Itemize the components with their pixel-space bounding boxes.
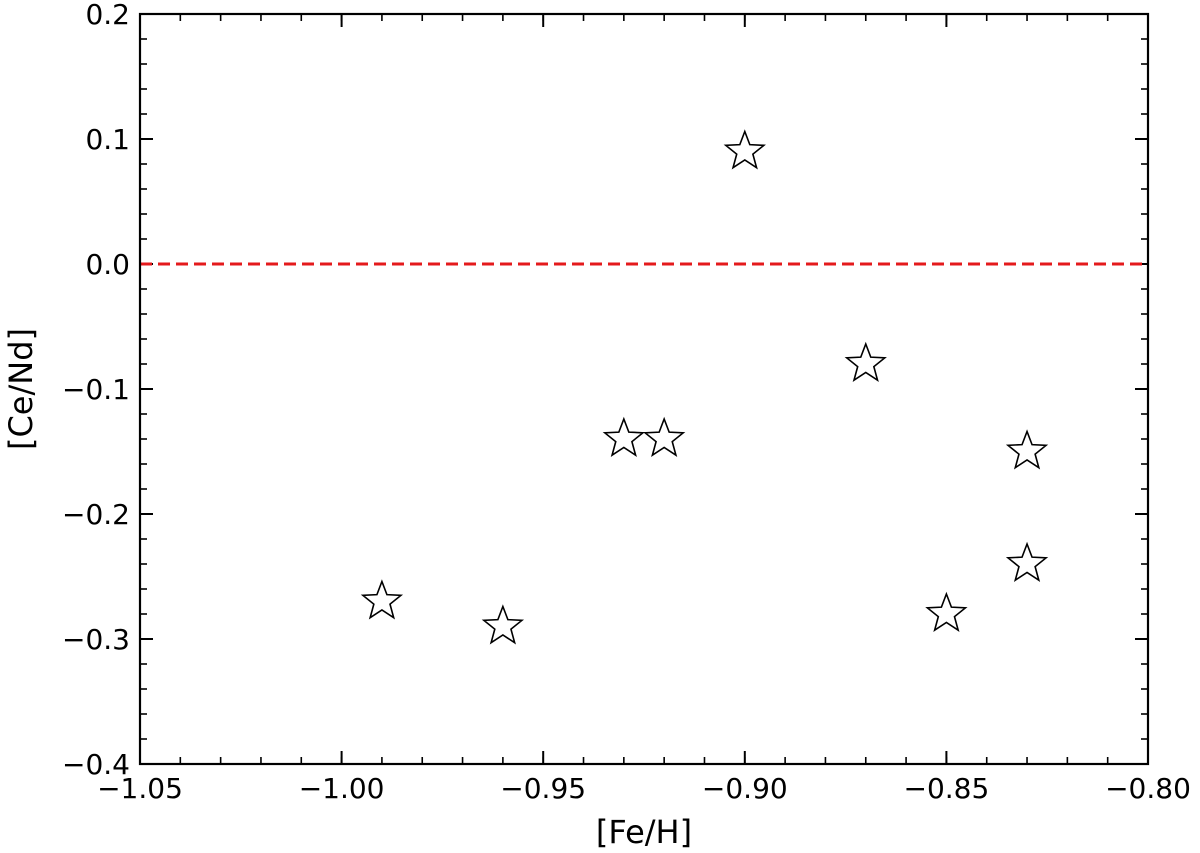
data-point-star <box>925 591 968 632</box>
x-tick-label: −1.00 <box>299 772 385 805</box>
data-point-star <box>360 579 404 620</box>
y-tick-label: 0.2 <box>85 0 130 31</box>
y-tick-label: −0.1 <box>62 373 130 406</box>
data-point-star <box>1005 429 1049 470</box>
x-tick-label: −0.95 <box>500 772 586 805</box>
x-tick-label: −0.90 <box>702 772 788 805</box>
y-tick-label: −0.2 <box>62 498 130 531</box>
major-ticks <box>139 13 1149 765</box>
y-tick-label: −0.3 <box>62 623 130 656</box>
data-point-star <box>481 604 525 645</box>
data-point-star <box>1005 541 1049 582</box>
y-tick-labels: −0.4 −0.3 −0.2 −0.1 0.0 0.1 0.2 <box>62 0 130 781</box>
data-point-star <box>844 341 887 382</box>
minor-ticks <box>139 13 1149 765</box>
data-point-star <box>643 416 686 457</box>
x-tick-label: −0.80 <box>1105 772 1191 805</box>
y-axis-label: [Ce/Nd] <box>2 328 40 450</box>
x-tick-label: −1.05 <box>97 772 183 805</box>
y-tick-label: 0.0 <box>85 248 130 281</box>
plot-frame <box>138 12 1150 766</box>
y-tick-label: −0.4 <box>62 748 130 781</box>
x-tick-label: −0.85 <box>903 772 989 805</box>
y-tick-label: 0.1 <box>85 123 130 156</box>
data-points <box>360 129 1049 645</box>
x-axis-label: [Fe/H] <box>596 813 692 851</box>
x-tick-labels: −1.05 −1.00 −0.95 −0.90 −0.85 −0.80 <box>97 772 1191 805</box>
data-point-star <box>602 416 645 457</box>
data-point-star <box>723 129 766 170</box>
